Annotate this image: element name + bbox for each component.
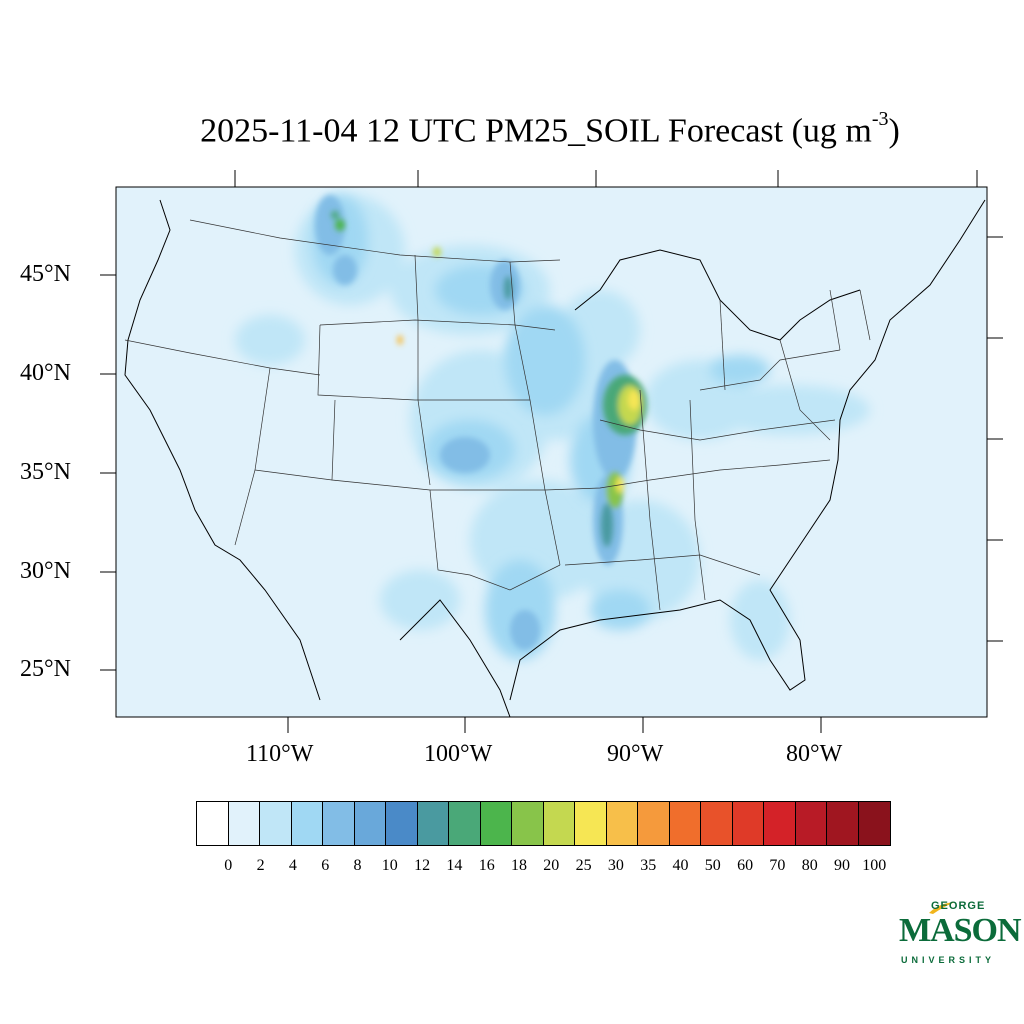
ocean-background — [116, 187, 987, 717]
lon-label: 100°W — [424, 741, 493, 767]
colorbar-tick-label: 40 — [672, 857, 689, 874]
colorbar-swatch — [197, 802, 229, 845]
lat-label: 45°N — [20, 261, 71, 287]
colorbar-swatch — [701, 802, 733, 845]
axis-ticks — [100, 170, 1003, 733]
lat-label: 35°N — [20, 459, 71, 485]
lat-label: 30°N — [20, 558, 71, 584]
flame-icon — [929, 902, 955, 914]
colorbar-swatch — [827, 802, 859, 845]
colorbar-tick-label: 90 — [834, 857, 850, 874]
lon-label: 110°W — [246, 741, 314, 767]
lon-label: 90°W — [607, 741, 664, 767]
colorbar-swatch — [417, 802, 449, 845]
colorbar-swatch — [795, 802, 827, 845]
logo-george: GEORGE — [931, 900, 986, 912]
colorbar-tick-label: 80 — [801, 857, 818, 874]
concentration-hotspots — [331, 211, 647, 547]
colorbar-tick-label: 2 — [256, 857, 265, 874]
colorbar-swatch — [480, 802, 512, 845]
colorbar-swatch — [669, 802, 701, 845]
colorbar-swatch — [606, 802, 638, 845]
title-text: 2025-11-04 12 UTC PM25_SOIL Forecast (ug… — [200, 112, 872, 150]
colorbar-tick-label: 4 — [288, 857, 297, 874]
lat-label: 40°N — [20, 360, 71, 386]
colorbar-tick-label: 50 — [704, 857, 721, 874]
title-exponent: -3 — [871, 108, 889, 130]
colorbar-swatch — [764, 802, 796, 845]
colorbar-swatch — [638, 802, 670, 845]
colorbar-swatch — [449, 802, 481, 845]
map-title: 2025-11-04 12 UTC PM25_SOIL Forecast (ug… — [0, 108, 1024, 150]
forecast-map — [100, 170, 1003, 733]
colorbar-tick-label: 30 — [607, 857, 624, 874]
logo-university: UNIVERSITY — [901, 955, 996, 965]
colorbar-tick-label: 8 — [353, 857, 362, 874]
colorbar-swatch — [354, 802, 386, 845]
colorbar-tick-label: 60 — [737, 857, 754, 874]
colorbar-tick-label: 70 — [769, 857, 786, 874]
colorbar-swatch — [228, 802, 260, 845]
colorbar-swatch — [512, 802, 544, 845]
gmu-logo: GEORGE MASON UNIVERSITY — [897, 900, 1022, 970]
colorbar-tick-label: 0 — [224, 857, 233, 874]
lon-label: 80°W — [786, 741, 843, 767]
logo-mason: MASON — [899, 912, 1022, 949]
colorbar-swatch — [732, 802, 764, 845]
colorbar-tick-label: 14 — [446, 857, 463, 874]
title-close: ) — [888, 112, 900, 150]
colorbar-tick-label: 6 — [321, 857, 330, 874]
colorbar-tick-label: 18 — [511, 857, 527, 874]
colorbar-tick-label: 16 — [478, 857, 495, 874]
map-field — [116, 187, 987, 717]
colorbar-tick-label: 35 — [640, 857, 657, 874]
colorbar-tick-label: 100 — [862, 857, 887, 874]
colorbar-tick-label: 10 — [381, 857, 398, 874]
colorbar-tick-label: 25 — [575, 857, 592, 874]
colorbar-swatch — [291, 802, 323, 845]
colorbar-tick-label: 20 — [543, 857, 560, 874]
colorbar-swatch — [386, 802, 418, 845]
colorbar-swatch — [858, 802, 890, 845]
state-borders — [124, 219, 871, 611]
colorbar-tick-label: 12 — [414, 857, 431, 874]
colorbar — [196, 801, 891, 846]
map-frame — [115, 186, 988, 718]
colorbar-swatch — [260, 802, 292, 845]
colorbar-swatch — [543, 802, 575, 845]
coastline — [124, 199, 986, 717]
lat-label: 25°N — [20, 656, 71, 682]
colorbar-swatch — [323, 802, 355, 845]
colorbar-swatch — [575, 802, 607, 845]
